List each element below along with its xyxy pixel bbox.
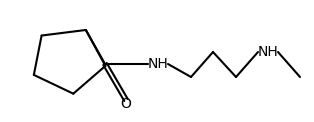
Text: O: O [121, 97, 132, 111]
Text: NH: NH [148, 57, 169, 71]
Text: NH: NH [258, 45, 279, 59]
